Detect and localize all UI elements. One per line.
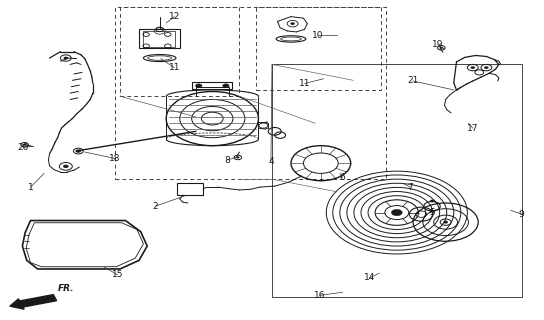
Circle shape (484, 66, 489, 69)
Text: FR.: FR. (58, 284, 74, 293)
Bar (143, 31, 175, 47)
Text: 10: 10 (312, 31, 324, 40)
Circle shape (64, 57, 68, 59)
Text: 11: 11 (299, 79, 310, 88)
Bar (139, 29, 180, 49)
Circle shape (430, 200, 434, 202)
Bar (272, 64, 522, 297)
Text: 18: 18 (109, 154, 120, 163)
Text: 7: 7 (407, 183, 413, 192)
Text: 6: 6 (339, 173, 345, 182)
Circle shape (222, 84, 229, 88)
Text: 20: 20 (18, 143, 29, 152)
Circle shape (63, 165, 69, 168)
Text: 12: 12 (169, 12, 180, 21)
Text: 8: 8 (225, 156, 230, 164)
Circle shape (76, 149, 81, 153)
Bar (115, 7, 386, 179)
Text: 16: 16 (314, 291, 325, 300)
Bar (177, 183, 203, 195)
Circle shape (290, 22, 295, 25)
Circle shape (195, 84, 202, 88)
Circle shape (440, 47, 443, 49)
Circle shape (443, 221, 448, 223)
Circle shape (471, 66, 475, 69)
Text: 17: 17 (467, 124, 479, 132)
Text: 14: 14 (364, 273, 375, 282)
Circle shape (236, 156, 239, 158)
Bar (256, 7, 380, 90)
FancyArrow shape (10, 295, 57, 309)
Bar (191, 82, 232, 89)
Text: 9: 9 (519, 210, 524, 219)
Text: 15: 15 (112, 270, 123, 279)
Text: 1: 1 (28, 183, 33, 192)
Bar (120, 7, 239, 96)
Text: 5: 5 (429, 208, 435, 217)
Circle shape (23, 144, 26, 146)
Circle shape (430, 210, 434, 212)
Text: 21: 21 (407, 76, 419, 85)
Text: 11: 11 (169, 63, 180, 72)
Circle shape (391, 209, 402, 216)
Text: 4: 4 (268, 157, 274, 166)
Text: 19: 19 (432, 40, 443, 49)
Text: 2: 2 (152, 202, 158, 211)
